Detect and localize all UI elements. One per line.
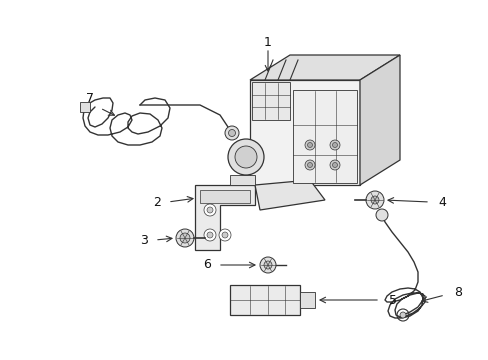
Polygon shape xyxy=(249,80,359,185)
Polygon shape xyxy=(299,292,314,308)
Polygon shape xyxy=(229,285,299,315)
Circle shape xyxy=(370,196,378,204)
Circle shape xyxy=(332,143,337,148)
Circle shape xyxy=(219,229,230,241)
Polygon shape xyxy=(254,180,325,210)
Circle shape xyxy=(305,140,314,150)
Text: 1: 1 xyxy=(264,36,271,49)
Polygon shape xyxy=(200,190,249,203)
Text: 3: 3 xyxy=(140,234,148,247)
Text: 7: 7 xyxy=(86,91,94,104)
Circle shape xyxy=(305,160,314,170)
Text: 6: 6 xyxy=(203,258,210,271)
Circle shape xyxy=(235,146,257,168)
Circle shape xyxy=(307,143,312,148)
Text: 2: 2 xyxy=(153,195,161,208)
Polygon shape xyxy=(229,175,254,185)
Circle shape xyxy=(203,204,216,216)
Circle shape xyxy=(180,233,190,243)
Circle shape xyxy=(307,162,312,167)
Circle shape xyxy=(375,209,387,221)
Circle shape xyxy=(264,261,271,269)
Text: 8: 8 xyxy=(453,287,461,300)
Circle shape xyxy=(329,160,339,170)
Circle shape xyxy=(227,139,264,175)
Text: 4: 4 xyxy=(437,195,445,208)
Circle shape xyxy=(222,232,227,238)
Polygon shape xyxy=(359,55,399,185)
Circle shape xyxy=(329,140,339,150)
Circle shape xyxy=(203,229,216,241)
Circle shape xyxy=(365,191,383,209)
Polygon shape xyxy=(249,55,399,80)
Circle shape xyxy=(206,232,213,238)
Text: 5: 5 xyxy=(388,293,396,306)
Circle shape xyxy=(176,229,194,247)
Polygon shape xyxy=(251,82,289,120)
Polygon shape xyxy=(80,102,90,112)
Circle shape xyxy=(399,312,405,318)
Circle shape xyxy=(260,257,275,273)
Circle shape xyxy=(228,130,235,136)
Polygon shape xyxy=(195,185,254,250)
Circle shape xyxy=(224,126,239,140)
Circle shape xyxy=(206,207,213,213)
Circle shape xyxy=(332,162,337,167)
Polygon shape xyxy=(292,90,356,183)
